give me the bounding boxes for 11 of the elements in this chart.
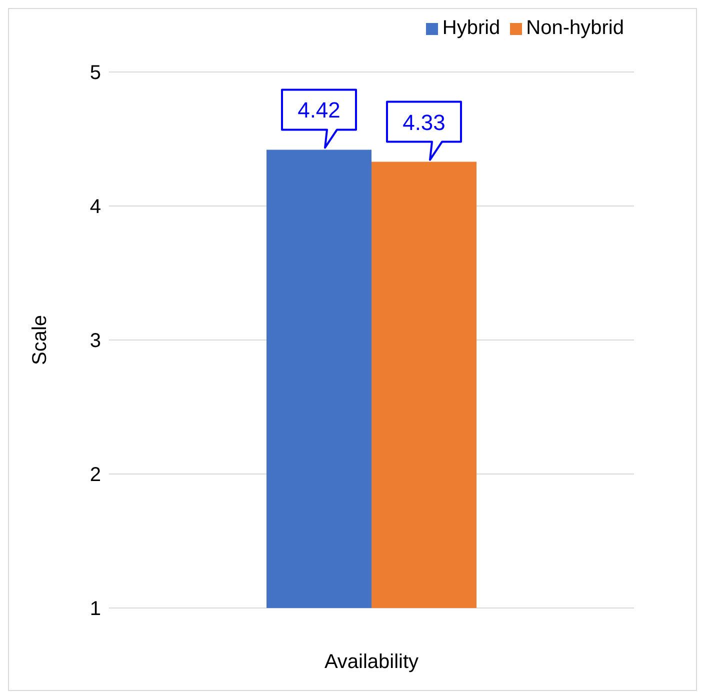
y-tick-label: 3	[90, 330, 101, 352]
legend-label: Hybrid	[442, 17, 500, 39]
y-tick-label: 2	[90, 464, 101, 486]
y-tick-label: 4	[90, 196, 101, 218]
y-axis-title: Scale	[29, 314, 52, 366]
data-label: 4.33	[402, 110, 446, 135]
x-tick-label: Availability	[324, 651, 419, 674]
y-tick-label: 1	[90, 598, 101, 620]
y-tick-label: 5	[90, 62, 101, 84]
data-label: 4.42	[298, 98, 340, 123]
legend-label: Non-hybrid	[526, 17, 624, 39]
